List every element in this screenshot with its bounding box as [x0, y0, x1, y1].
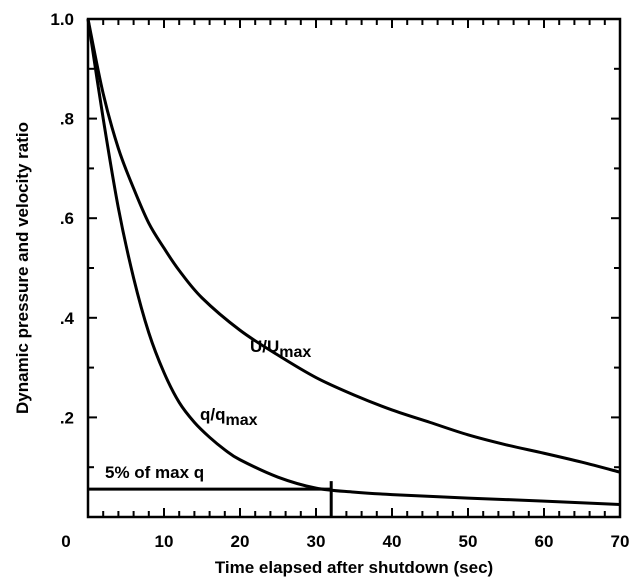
y-tick-label: .8 — [60, 110, 74, 129]
plot-frame — [86, 17, 622, 519]
series-line-0 — [86, 18, 621, 474]
series-lines: U/Umax q/qmax — [86, 18, 621, 507]
x-tick-label: 40 — [383, 532, 402, 551]
five-percent-label: 5% of max q — [105, 463, 204, 482]
y-ticks: .2 .4 .6 .8 1.0 — [50, 10, 620, 469]
x-ticks: 10 20 30 40 50 60 70 — [102, 19, 630, 551]
y-tick-label: .4 — [60, 309, 75, 328]
x-tick-label: 70 — [611, 532, 630, 551]
x-tick-label: 50 — [459, 532, 478, 551]
x-tick-label: 30 — [307, 532, 326, 551]
y-tick-label: .2 — [60, 408, 74, 427]
series-label-1: q/qmax — [200, 405, 258, 429]
series-label-0: U/Umax — [250, 337, 311, 361]
y-axis-label: Dynamic pressure and velocity ratio — [13, 122, 32, 414]
x-tick-label: 20 — [231, 532, 250, 551]
x-tick-label: 10 — [155, 532, 174, 551]
y-tick-label: 1.0 — [50, 10, 74, 29]
x-tick-label: 60 — [535, 532, 554, 551]
y-tick-label: .6 — [60, 209, 74, 228]
series-line-1 — [86, 18, 621, 507]
annotations: 5% of max q — [88, 463, 333, 517]
x-axis-label: Time elapsed after shutdown (sec) — [215, 558, 493, 577]
x-origin-label: 0 — [61, 532, 70, 551]
